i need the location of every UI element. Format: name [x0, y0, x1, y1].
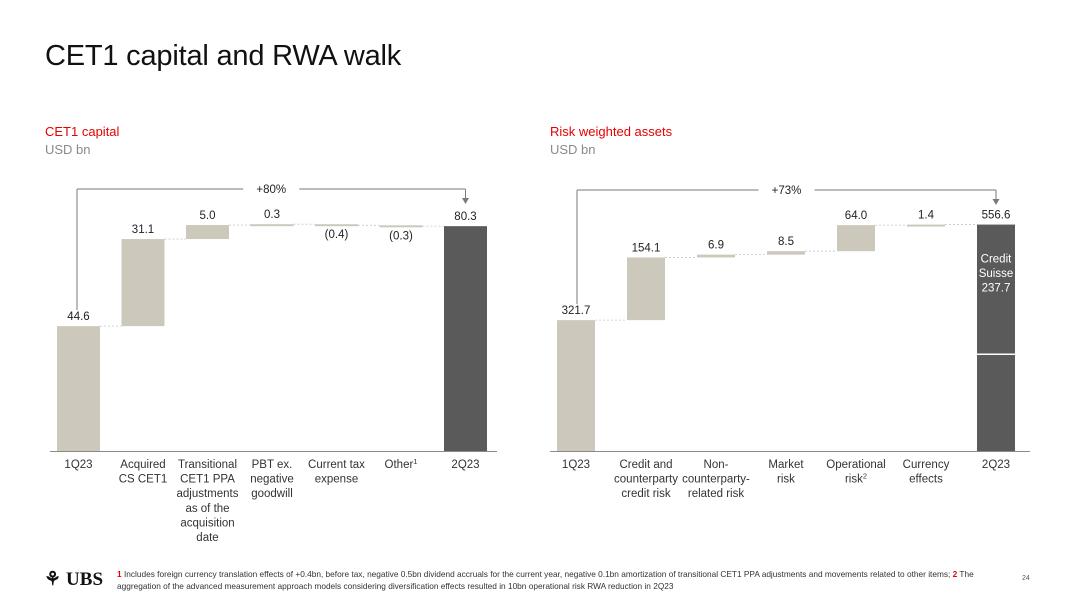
cet1-value-label: 80.3 — [454, 211, 476, 223]
page-number: 24 — [1022, 575, 1030, 582]
rwa-value-label: 1.4 — [918, 210, 935, 222]
rwa-bracket-arrow-icon — [992, 199, 1000, 205]
rwa-bar — [767, 251, 805, 255]
cet1-value-label: 31.1 — [132, 224, 154, 236]
rwa-category-label: risk — [777, 474, 795, 486]
rwa-bar — [697, 254, 735, 258]
rwa-value-label: 556.6 — [982, 210, 1011, 222]
rwa-panel-unit: USD bn — [550, 142, 596, 157]
cet1-bar — [379, 225, 423, 228]
rwa-value-label: 154.1 — [632, 242, 661, 254]
rwa-bar — [907, 224, 945, 227]
cet1-category-label: as of the — [185, 503, 229, 515]
cet1-category-label: Transitional — [178, 459, 237, 471]
rwa-segment-label: 237.7 — [982, 283, 1011, 295]
cet1-bar — [315, 224, 358, 227]
rwa-value-label: 6.9 — [708, 240, 724, 252]
rwa-waterfall-chart: 321.7 1Q23 154.1 Credit and counterparty cred… — [550, 185, 1030, 500]
rwa-category-superscript: 2 — [863, 471, 867, 480]
rwa-panel-title: Risk weighted assets — [550, 124, 673, 139]
logo-text: UBS — [66, 568, 104, 590]
cet1-bracket-label: +80% — [256, 184, 286, 196]
cet1-category-label: 1Q23 — [64, 459, 92, 471]
footnote-1-text: Includes foreign currency translation ef… — [123, 569, 951, 579]
cet1-value-label: 5.0 — [200, 210, 216, 222]
ubs-keys-icon: ⚘ — [44, 569, 62, 590]
footer: ⚘ UBS 1 Includes foreign currency transl… — [0, 556, 1080, 608]
footnote-2-number: 2 — [952, 569, 958, 579]
rwa-category-label: Market — [768, 459, 804, 471]
cet1-category-label: 2Q23 — [451, 459, 479, 471]
cet1-category-label: negative — [250, 474, 293, 486]
rwa-category-label: credit risk — [621, 488, 670, 500]
rwa-bracket-label: +73% — [772, 185, 802, 197]
rwa-category-label: Operational — [826, 459, 885, 471]
rwa-category-label: Credit and — [619, 459, 672, 471]
rwa-bar — [977, 224, 1015, 451]
rwa-segment-label: Suisse — [979, 268, 1014, 280]
rwa-category-label: counterparty — [614, 474, 678, 486]
rwa-segment-label: Credit — [981, 254, 1012, 266]
rwa-category-label: related risk — [688, 488, 744, 500]
cet1-bar — [121, 239, 165, 327]
cet1-waterfall-chart: 44.6 1Q23 31.1 Acquired CS CET1 5.0 Transition… — [50, 184, 497, 544]
slide-title: CET1 capital and RWA walk — [45, 40, 402, 72]
rwa-category-label: effects — [909, 474, 943, 486]
cet1-panel-unit: USD bn — [45, 142, 91, 157]
cet1-category-label: CS CET1 — [119, 474, 168, 486]
rwa-value-label: 8.5 — [778, 236, 794, 248]
cet1-category-label: Current tax — [308, 459, 365, 471]
cet1-bar — [250, 224, 294, 227]
footnote-2-text: The aggregation of the advanced measurem… — [117, 569, 974, 591]
cet1-bar — [186, 225, 229, 240]
rwa-bar — [557, 320, 595, 451]
cet1-category-label: Acquired — [120, 459, 165, 471]
cet1-category-label: date — [196, 532, 218, 544]
cet1-category-label: expense — [315, 474, 358, 486]
cet1-category-superscript: 1 — [413, 457, 417, 466]
cet1-category-label: acquisition — [180, 517, 234, 529]
rwa-bar — [627, 257, 665, 321]
cet1-bracket-arrow-icon — [462, 198, 469, 204]
ubs-logo: ⚘ UBS — [44, 568, 103, 591]
rwa-category-label: 1Q23 — [562, 459, 590, 471]
rwa-value-label: 321.7 — [562, 305, 591, 317]
cet1-category-label: PBT ex. — [252, 459, 293, 471]
cet1-bar — [444, 226, 487, 451]
rwa-category-label: 2Q23 — [982, 459, 1010, 471]
cet1-category-label: CET1 PPA — [180, 474, 235, 486]
rwa-category-label: counterparty- — [682, 474, 750, 486]
rwa-category-label: risk2 — [845, 471, 867, 486]
footnote-1-number: 1 — [117, 569, 122, 579]
cet1-value-label: 44.6 — [67, 311, 89, 323]
cet1-value-label: (0.4) — [325, 229, 349, 241]
footnote: 1 Includes foreign currency translation … — [117, 568, 997, 592]
rwa-category-label: Currency — [903, 459, 950, 471]
cet1-category-label: Other1 — [385, 457, 418, 472]
rwa-bar — [837, 225, 875, 252]
cet1-category-label: adjustments — [176, 488, 238, 500]
cet1-bar — [57, 326, 100, 451]
cet1-panel-title: CET1 capital — [45, 124, 120, 139]
rwa-category-label: Non- — [704, 459, 729, 471]
cet1-value-label: 0.3 — [264, 209, 280, 221]
cet1-value-label: (0.3) — [389, 230, 413, 242]
rwa-value-label: 64.0 — [845, 210, 867, 222]
cet1-category-label: goodwill — [251, 488, 293, 500]
